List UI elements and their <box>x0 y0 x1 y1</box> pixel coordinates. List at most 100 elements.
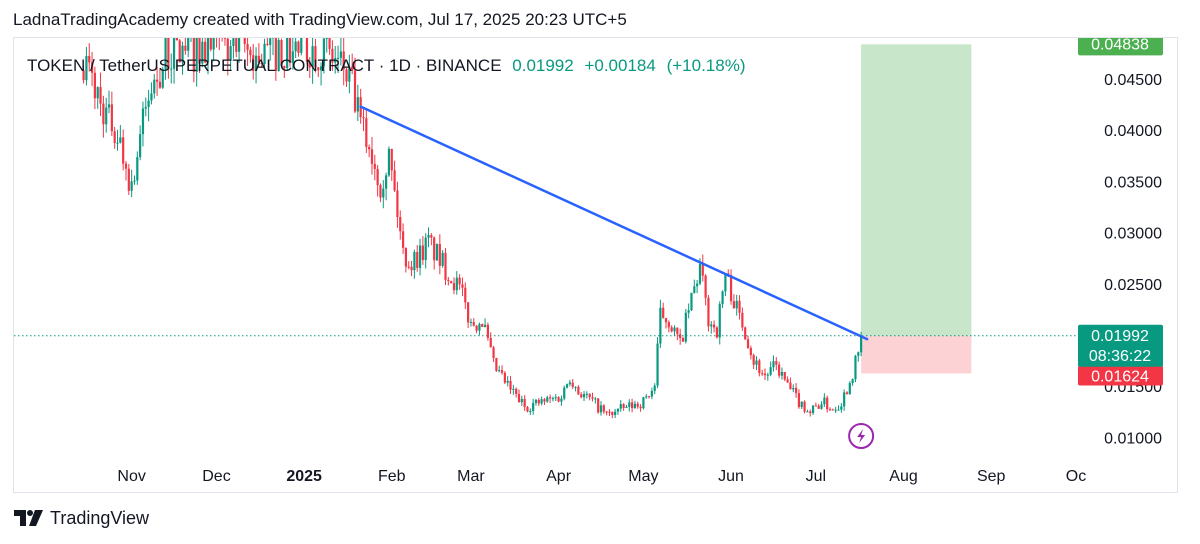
candle-body <box>803 401 806 412</box>
candle-body <box>122 137 125 164</box>
candle-body <box>608 411 611 413</box>
candle-body <box>209 38 212 50</box>
candle-body <box>783 371 786 380</box>
candle-body <box>105 107 108 125</box>
candle-body <box>495 357 498 371</box>
candle-body <box>664 318 668 323</box>
candle-body <box>93 72 96 99</box>
chart-caption: LadnaTradingAcademy created with Trading… <box>13 10 627 29</box>
candle-body <box>444 252 447 280</box>
candle-body <box>373 163 376 169</box>
candle-body <box>133 180 136 182</box>
candle-body <box>780 371 784 376</box>
candle-body <box>294 41 297 52</box>
candle-body <box>393 170 396 191</box>
candle-body <box>226 38 229 61</box>
candle-body <box>399 217 402 232</box>
y-tick-label: 0.02500 <box>1104 277 1162 294</box>
candle-body <box>246 43 249 50</box>
candle-body <box>735 300 738 309</box>
candle-body <box>633 403 637 408</box>
x-tick-label: Dec <box>202 468 230 485</box>
candle-body <box>102 103 105 125</box>
candle-body <box>571 382 574 387</box>
candle-body <box>435 243 439 261</box>
candle-body <box>150 93 153 101</box>
candle-body <box>322 38 326 67</box>
candle-body <box>300 38 303 53</box>
candle-body <box>707 297 710 327</box>
candle-body <box>139 134 142 158</box>
tradingview-logo[interactable]: TradingView <box>14 506 149 530</box>
candle-body <box>712 324 716 328</box>
candle-body <box>848 382 851 394</box>
candle-body <box>249 49 252 56</box>
candle-body <box>382 188 385 198</box>
tradingview-brand: TradingView <box>50 507 150 528</box>
candle-body <box>534 399 538 403</box>
x-tick-label: Apr <box>546 468 572 485</box>
candle-body <box>554 397 557 399</box>
candle-body <box>650 390 653 397</box>
candle-body <box>500 370 504 373</box>
candle-body <box>331 48 334 63</box>
candle-body <box>144 107 147 109</box>
candle-body <box>857 352 860 356</box>
candle-body <box>843 392 846 407</box>
x-tick-label: Jul <box>806 468 826 485</box>
candle-body <box>342 51 345 70</box>
candle-body <box>639 406 642 409</box>
candle-body <box>124 163 128 169</box>
candle-body <box>698 264 702 284</box>
candle-body <box>410 266 413 271</box>
target-zone <box>861 44 972 336</box>
candle-body <box>585 393 588 395</box>
chart-frame[interactable]: 0.04500 0.04000 0.03500 0.03000 0.02500 0.015… <box>13 37 1178 493</box>
candle-body <box>430 235 433 238</box>
candle-body <box>483 324 487 328</box>
candle-body <box>334 58 337 63</box>
candle-body <box>447 279 450 282</box>
candle-body <box>404 247 408 267</box>
candle-body <box>701 264 704 276</box>
candle-body <box>789 382 792 390</box>
candle-body <box>602 405 605 412</box>
candle-body <box>506 380 509 383</box>
price-change-percent: (+10.18%) <box>666 56 746 75</box>
candle-body <box>254 55 258 71</box>
price-chart[interactable]: 0.045000.040000.035000.030000.025000.015… <box>14 38 1178 493</box>
candle-body <box>738 300 741 313</box>
candle-body <box>614 411 617 416</box>
candle-body <box>574 386 577 388</box>
candle-body <box>387 148 391 176</box>
current-price-badge-label: 08:36:22 <box>1089 348 1151 365</box>
candle-body <box>472 321 475 326</box>
candle-body <box>546 397 549 402</box>
candle-body <box>277 40 280 71</box>
candle-body <box>107 104 111 108</box>
candle-body <box>195 38 198 72</box>
candle-body <box>201 41 204 64</box>
candle-body <box>427 235 430 238</box>
candle-body <box>348 66 351 82</box>
candle-body <box>339 51 342 58</box>
current-price-badge <box>1078 324 1163 367</box>
candle-body <box>351 66 354 71</box>
target-price-badge <box>1078 38 1163 56</box>
candle-body <box>481 323 484 328</box>
candle-body <box>492 347 495 358</box>
candle-body <box>96 87 99 99</box>
candle-body <box>704 275 707 298</box>
candle-body <box>512 388 515 390</box>
candle-body <box>478 323 481 331</box>
x-tick-label: May <box>628 468 658 485</box>
candle-body <box>526 407 529 412</box>
candle-body <box>401 231 405 248</box>
candle-body <box>681 338 685 342</box>
candle-body <box>223 38 227 39</box>
candle-body <box>486 324 490 338</box>
candle-body <box>622 404 625 408</box>
x-tick-label: Jun <box>718 468 744 485</box>
candle-body <box>319 66 323 71</box>
candle-body <box>170 68 173 70</box>
